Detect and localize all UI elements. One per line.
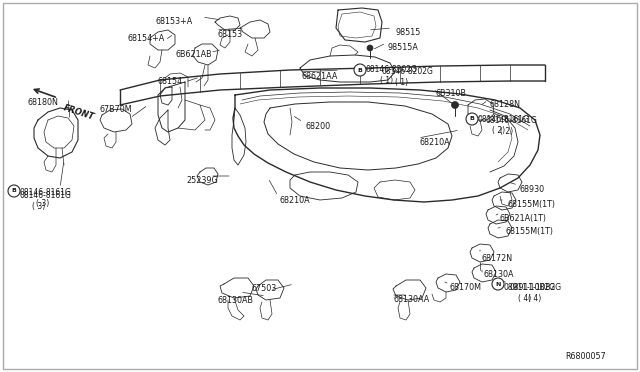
Text: 08911-10B2G: 08911-10B2G (504, 282, 556, 292)
Text: 08911-10B2G: 08911-10B2G (510, 283, 562, 292)
Circle shape (367, 45, 373, 51)
Circle shape (451, 102, 458, 109)
Text: 68180N: 68180N (28, 98, 59, 107)
Text: 6B621AB: 6B621AB (176, 50, 212, 59)
Text: 08146-8161G: 08146-8161G (478, 115, 530, 124)
Text: ( 3): ( 3) (32, 202, 45, 211)
Text: 25239G: 25239G (186, 176, 218, 185)
Text: 08146-8161G: 08146-8161G (485, 116, 537, 125)
Text: 08146-8202G: 08146-8202G (382, 67, 434, 76)
Text: ( 4): ( 4) (528, 294, 541, 303)
Text: 68130AB: 68130AB (218, 296, 254, 305)
Text: 68155M(1T): 68155M(1T) (505, 227, 553, 236)
Text: ( 1): ( 1) (395, 78, 408, 87)
Text: ( 4): ( 4) (518, 294, 531, 302)
Text: 68210A: 68210A (280, 196, 310, 205)
Text: 68153+A: 68153+A (156, 17, 193, 26)
Text: ( 3): ( 3) (36, 199, 49, 208)
Text: R6800057: R6800057 (565, 352, 605, 361)
Circle shape (466, 113, 478, 125)
Text: 68172N: 68172N (482, 254, 513, 263)
Text: B: B (12, 189, 17, 193)
Text: 98515: 98515 (395, 28, 420, 37)
Text: 67B70M: 67B70M (100, 105, 132, 114)
Text: N: N (495, 282, 500, 286)
Text: 67503: 67503 (252, 284, 277, 293)
Text: 68155M(1T): 68155M(1T) (507, 200, 555, 209)
Text: 68130AA: 68130AA (393, 295, 429, 304)
Text: 08146-8161G: 08146-8161G (20, 190, 72, 199)
Circle shape (354, 64, 366, 76)
Circle shape (492, 278, 504, 290)
Text: 68130A: 68130A (484, 270, 515, 279)
Text: 98515A: 98515A (388, 43, 419, 52)
Text: ( 2): ( 2) (492, 125, 505, 135)
Text: 68154: 68154 (158, 77, 183, 86)
Text: ( 2): ( 2) (500, 127, 513, 136)
Text: 68153: 68153 (218, 30, 243, 39)
Text: 68930: 68930 (520, 185, 545, 194)
Text: 6B621A(1T): 6B621A(1T) (500, 214, 547, 223)
Text: ( 1): ( 1) (380, 76, 393, 84)
Text: 68154+A: 68154+A (128, 34, 165, 43)
Text: FRONT: FRONT (62, 103, 95, 122)
Text: 6B310B: 6B310B (435, 89, 466, 98)
Text: 68128N: 68128N (490, 100, 521, 109)
Text: 68621AA: 68621AA (302, 72, 339, 81)
Text: 68210A: 68210A (420, 138, 451, 147)
Text: B: B (358, 67, 362, 73)
Text: B: B (470, 116, 474, 122)
Text: 08146-8161G: 08146-8161G (20, 188, 72, 197)
Circle shape (8, 185, 20, 197)
Text: 68170M: 68170M (449, 283, 481, 292)
Text: 08146-8202G: 08146-8202G (366, 65, 418, 74)
Text: 68200: 68200 (305, 122, 330, 131)
